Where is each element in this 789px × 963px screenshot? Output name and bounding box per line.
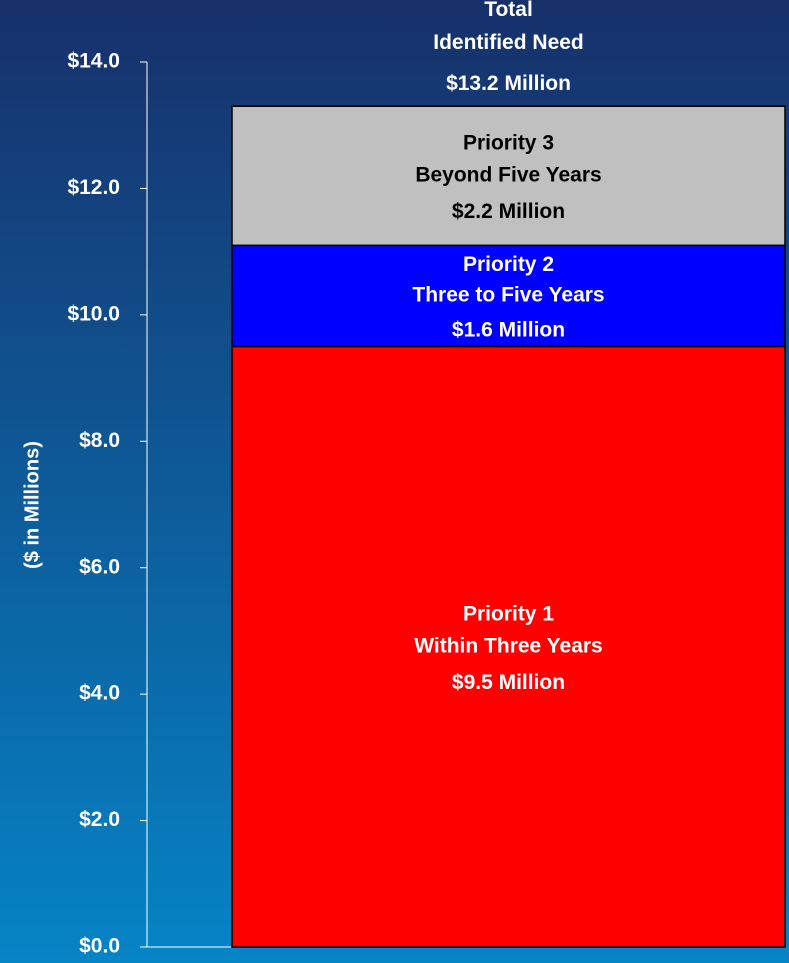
segment-description: Beyond Five Years [415,163,601,186]
y-tick-label: $8.0 [79,429,120,452]
segment-name: Priority 1 [463,602,554,625]
y-tick-label: $10.0 [67,302,120,325]
y-tick-label: $2.0 [79,808,120,831]
segment-value-label: $1.6 Million [452,319,565,342]
y-tick-label: $0.0 [79,935,120,958]
segment-name: Priority 3 [463,131,554,154]
y-tick-label: $14.0 [67,50,120,73]
bar-segment [231,105,786,247]
y-tick-label: $4.0 [79,682,120,705]
segment-description: Three to Five Years [412,283,604,306]
bar-segment [231,244,786,348]
total-title: Total [484,0,533,21]
total-title: Identified Need [433,31,584,54]
bar-segment [231,345,786,948]
y-tick-label: $12.0 [67,176,120,199]
segment-value-label: $9.5 Million [452,671,565,694]
total-value-label: $13.2 Million [446,72,571,95]
segment-value-label: $2.2 Million [452,200,565,223]
y-axis-label: ($ in Millions) [21,441,43,569]
y-tick-label: $6.0 [79,555,120,578]
segment-name: Priority 2 [463,253,554,276]
segment-description: Within Three Years [414,634,603,657]
